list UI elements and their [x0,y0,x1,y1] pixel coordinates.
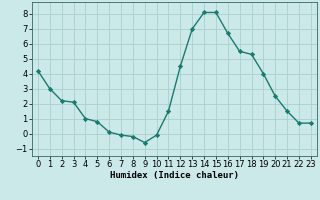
X-axis label: Humidex (Indice chaleur): Humidex (Indice chaleur) [110,171,239,180]
